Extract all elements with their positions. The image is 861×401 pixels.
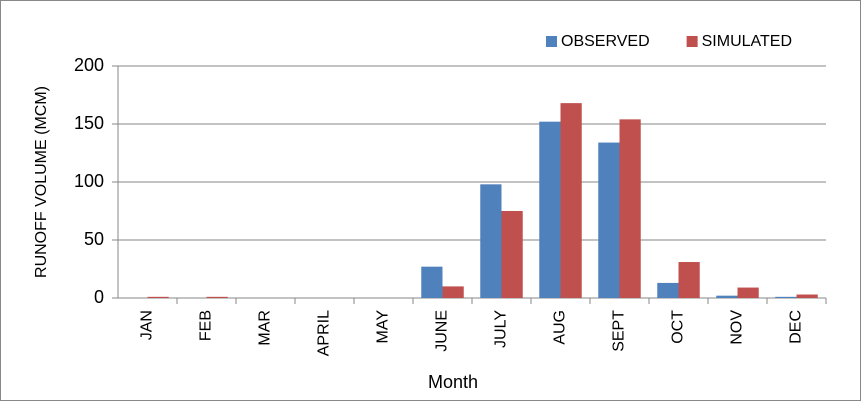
x-tick-label: DEC [788, 310, 805, 344]
bar [716, 295, 738, 298]
bar [619, 119, 641, 298]
bar [560, 103, 582, 299]
x-tick-label: MAY [375, 310, 392, 344]
x-tick-label: SEPT [611, 310, 628, 352]
bar [657, 282, 679, 298]
bar [147, 296, 169, 298]
bar [442, 286, 464, 298]
y-tick-label: 100 [74, 171, 104, 191]
x-tick-label: NOV [729, 310, 746, 345]
y-tick-label: 0 [94, 287, 104, 307]
y-tick-label: 150 [74, 113, 104, 133]
bar [598, 142, 620, 298]
x-tick-label: JUNE [434, 310, 451, 352]
x-tick-label: MAR [257, 310, 274, 346]
bar [501, 211, 523, 298]
y-tick-label: 50 [84, 229, 104, 249]
x-tick-label: AUG [552, 310, 569, 345]
x-tick-label: OCT [670, 310, 687, 344]
bar [678, 262, 700, 298]
bar [480, 184, 502, 298]
x-tick-label: FEB [198, 310, 215, 341]
legend-label: OBSERVED [561, 33, 650, 50]
x-tick-label: JULY [493, 310, 510, 348]
y-axis-title: RUNOFF VOLUME (MCM) [33, 86, 50, 278]
y-tick-label: 200 [74, 55, 104, 75]
bar [775, 296, 797, 298]
legend-label: SIMULATED [702, 33, 792, 50]
bar [539, 121, 561, 299]
x-tick-label: JAN [139, 310, 156, 340]
bar [796, 294, 818, 298]
bar [421, 266, 443, 298]
x-tick-label: APRIL [316, 310, 333, 356]
legend-swatch [686, 36, 698, 47]
legend-swatch [546, 36, 557, 47]
bar [206, 296, 228, 298]
bar [737, 287, 759, 298]
x-axis-title: Month [428, 372, 478, 392]
